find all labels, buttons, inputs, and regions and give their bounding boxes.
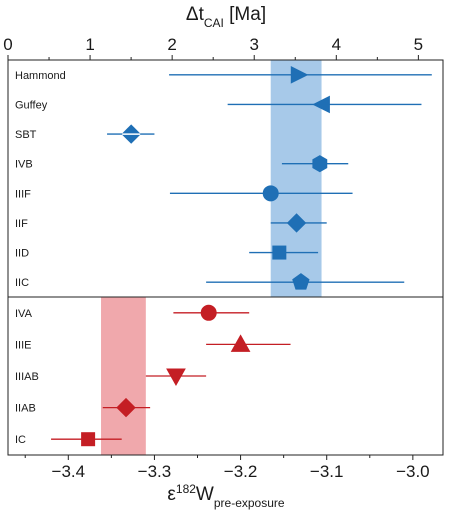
diamond-marker [116,397,136,418]
row-ic: IC [15,432,122,447]
row-sbt: SBT [15,124,155,144]
row-hammond: Hammond [15,66,432,84]
top-axis-title-unit: [Ma] [224,4,266,25]
row-label: Guffey [15,99,48,111]
bottom-tick-label: −3.4 [52,462,86,481]
row-iiab: IIAB [15,397,151,418]
bottom-tick-label: −3.0 [396,462,430,481]
triangle-up-marker [230,334,251,352]
row-iid: IID [15,245,319,260]
top-axis: 0 1 2 3 4 5 [3,35,423,60]
band-magmatic [101,297,146,455]
triangle-left-marker [312,95,330,114]
row-label: IVA [15,308,33,320]
bands-layer [101,60,322,455]
row-iiie: IIIE [15,334,291,352]
top-tick-label: 3 [249,35,258,54]
top-axis-title-sub: CAI [204,16,224,30]
row-iif: IIF [15,213,327,233]
top-axis-title-base: Δt [186,4,205,25]
pentagon-marker [292,273,310,290]
bottom-tick-label: −3.3 [138,462,172,481]
bottom-axis: −3.4 −3.3 −3.2 −3.1 −3.0 [24,455,430,481]
row-iiif: IIIF [15,185,353,202]
diamond-marker [286,213,307,233]
hexagon-marker [312,155,328,173]
circle-marker [262,185,279,202]
row-label: SBT [15,129,37,141]
top-tick-label: 1 [85,35,94,54]
bottom-axis-title: ε182Wpre-exposure [167,482,284,510]
top-axis-title: ΔtCAI [Ma] [186,4,266,30]
top-tick-label: 2 [167,35,176,54]
top-tick-label: 5 [414,35,423,54]
row-label: IIIE [15,339,32,351]
row-iva: IVA [15,304,250,321]
top-tick-label: 4 [332,35,341,54]
bottom-axis-title-main: W [196,484,214,505]
top-tick-label: 0 [3,35,12,54]
row-label: IIF [15,218,28,230]
row-iic: IIC [15,273,405,290]
row-label: IC [15,434,26,446]
bottom-axis-title-base: ε [167,484,176,505]
triangle-down-marker [166,368,186,387]
bottom-tick-label: −3.1 [310,462,344,481]
plot-border [7,59,444,456]
row-label: IVB [15,159,33,171]
row-label: IID [15,248,29,260]
row-label: IIIAB [15,371,39,383]
circle-marker [200,304,217,321]
square-marker [272,245,287,260]
row-iiiab: IIIAB [15,368,207,387]
row-label: Hammond [15,70,66,82]
row-ivb: IVB [15,155,349,173]
square-marker [81,432,96,447]
bottom-axis-title-sub: pre-exposure [214,496,285,510]
data-rows: Hammond Guffey SBT IVB IIIF IIF IID IIC IVA IIIE I… [15,66,432,447]
bottom-tick-label: −3.2 [224,462,258,481]
row-label: IIC [15,277,29,289]
row-label: IIAB [15,403,36,415]
bottom-axis-title-sup: 182 [176,482,196,496]
plot-frame [7,59,444,456]
row-guffey: Guffey [15,95,422,114]
triangle-right-marker [290,66,309,84]
row-label: IIIF [15,188,31,200]
band-iron [270,60,322,297]
